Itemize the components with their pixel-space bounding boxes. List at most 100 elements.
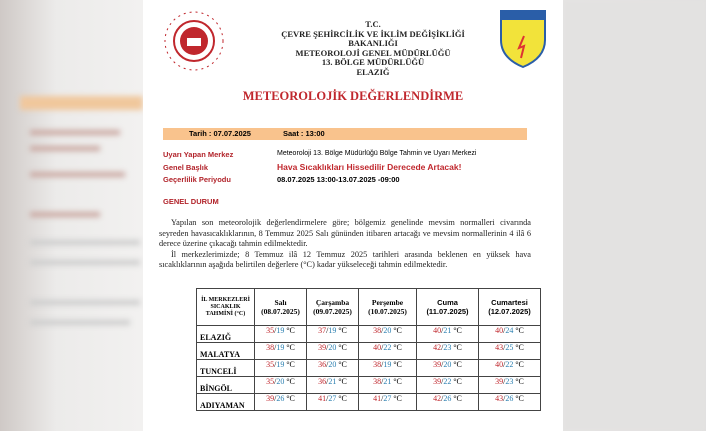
- unit: °C: [515, 343, 524, 352]
- column-header: Perşembe (10.07.2025): [358, 288, 417, 326]
- unit: °C: [515, 326, 524, 335]
- unit: °C: [286, 360, 295, 369]
- temperature-cell: 38/19 °C: [358, 359, 417, 377]
- ministry-seal-logo: [164, 11, 224, 71]
- min-temp: 20: [443, 360, 452, 369]
- column-header: Cuma (11.07.2025): [416, 288, 479, 326]
- general-situation-text: Yapılan son meteorolojik değerlendirmele…: [159, 218, 531, 269]
- unit: °C: [515, 394, 524, 403]
- max-temp: 40: [433, 326, 442, 335]
- max-temp: 39: [433, 377, 442, 386]
- min-temp: 19: [276, 360, 285, 369]
- temperature-cell: 38/21 °C: [358, 376, 417, 394]
- unit: °C: [393, 343, 402, 352]
- heading-label: Genel Başlık: [163, 163, 209, 172]
- max-temp: 35: [266, 326, 275, 335]
- period-label: Geçerlilik Periyodu: [163, 175, 231, 184]
- temperature-cell: 42/23 °C: [416, 342, 479, 360]
- table-row: TUNCELİ 35/19 °C 36/20 °C 38/19 °C 39/20 °C 4…: [196, 359, 541, 377]
- temperature-cell: 38/20 °C: [358, 325, 417, 343]
- heading-value: Hava Sıcaklıkları Hissedilir Derecede Ar…: [277, 162, 462, 172]
- unit: °C: [338, 394, 347, 403]
- max-temp: 43: [495, 394, 504, 403]
- min-temp: 22: [505, 360, 514, 369]
- min-temp: 25: [505, 343, 514, 352]
- unit: °C: [393, 326, 402, 335]
- unit: °C: [515, 360, 524, 369]
- max-temp: 40: [495, 360, 504, 369]
- period-value: 08.07.2025 13:00-13.07.2025 -09:00: [277, 175, 400, 184]
- document-title: METEOROLOJİK DEĞERLENDİRME: [242, 89, 464, 103]
- max-temp: 39: [266, 394, 275, 403]
- min-temp: 24: [505, 326, 514, 335]
- max-temp: 40: [373, 343, 382, 352]
- max-temp: 38: [266, 343, 275, 352]
- unit: °C: [338, 343, 347, 352]
- blurred-right-edge: [563, 0, 706, 431]
- blurred-left-edge: [0, 0, 143, 431]
- temperature-cell: 40/21 °C: [416, 325, 479, 343]
- min-temp: 20: [328, 360, 337, 369]
- min-temp: 27: [383, 394, 392, 403]
- max-temp: 41: [373, 394, 382, 403]
- temperature-cell: 41/27 °C: [306, 393, 359, 411]
- min-temp: 19: [276, 326, 285, 335]
- temperature-cell: 39/26 °C: [254, 393, 307, 411]
- city-name: BİNGÖL: [196, 376, 255, 394]
- min-temp: 20: [383, 326, 392, 335]
- temperature-cell: 40/22 °C: [358, 342, 417, 360]
- min-temp: 23: [443, 343, 452, 352]
- temperature-cell: 37/19 °C: [306, 325, 359, 343]
- temperature-cell: 40/24 °C: [478, 325, 541, 343]
- temperature-cell: 35/19 °C: [254, 359, 307, 377]
- temperature-cell: 39/20 °C: [306, 342, 359, 360]
- min-temp: 26: [505, 394, 514, 403]
- unit: °C: [286, 326, 295, 335]
- meteoroloji-logo: [500, 10, 546, 68]
- min-temp: 20: [276, 377, 285, 386]
- temperature-cell: 43/25 °C: [478, 342, 541, 360]
- temperature-cell: 38/19 °C: [254, 342, 307, 360]
- min-temp: 23: [505, 377, 514, 386]
- temperature-cell: 41/27 °C: [358, 393, 417, 411]
- city-name: MALATYA: [196, 342, 255, 360]
- max-temp: 39: [318, 343, 327, 352]
- unit: °C: [453, 326, 462, 335]
- max-temp: 41: [318, 394, 327, 403]
- table-row: ELAZIĞ 35/19 °C 37/19 °C 38/20 °C 40/21 °C 40…: [196, 325, 541, 343]
- temperature-cell: 39/20 °C: [416, 359, 479, 377]
- column-header: Cumartesi (12.07.2025): [478, 288, 541, 326]
- max-temp: 38: [373, 377, 382, 386]
- min-temp: 21: [443, 326, 452, 335]
- max-temp: 38: [373, 360, 382, 369]
- unit: °C: [286, 394, 295, 403]
- min-temp: 19: [328, 326, 337, 335]
- date-band: Tarih : 07.07.2025 Saat : 13:00: [163, 128, 527, 140]
- max-temp: 38: [373, 326, 382, 335]
- section-title: GENEL DURUM: [163, 197, 219, 206]
- temperature-cell: 36/21 °C: [306, 376, 359, 394]
- unit: °C: [338, 326, 347, 335]
- temperature-cell: 36/20 °C: [306, 359, 359, 377]
- min-temp: 21: [328, 377, 337, 386]
- unit: °C: [515, 377, 524, 386]
- temperature-forecast-table: İL MERKEZLERİ SICAKLIK TAHMİNİ (°C) Salı(…: [196, 288, 541, 411]
- unit: °C: [393, 394, 402, 403]
- city-name: ELAZIĞ: [196, 325, 255, 343]
- unit: °C: [338, 360, 347, 369]
- unit: °C: [393, 360, 402, 369]
- max-temp: 39: [433, 360, 442, 369]
- unit: °C: [453, 394, 462, 403]
- temperature-cell: 39/23 °C: [478, 376, 541, 394]
- unit: °C: [338, 377, 347, 386]
- center-label: Uyarı Yapan Merkez: [163, 150, 234, 159]
- max-temp: 40: [495, 326, 504, 335]
- min-temp: 22: [443, 377, 452, 386]
- table-row: MALATYA 38/19 °C 39/20 °C 40/22 °C 42/23 °C 4…: [196, 342, 541, 360]
- institution-header: T.C. ÇEVRE ŞEHİRCİLİK VE İKLİM DEĞİŞİKLİ…: [281, 19, 465, 77]
- city-name: TUNCELİ: [196, 359, 255, 377]
- max-temp: 43: [495, 343, 504, 352]
- max-temp: 36: [318, 377, 327, 386]
- min-temp: 22: [383, 343, 392, 352]
- max-temp: 37: [318, 326, 327, 335]
